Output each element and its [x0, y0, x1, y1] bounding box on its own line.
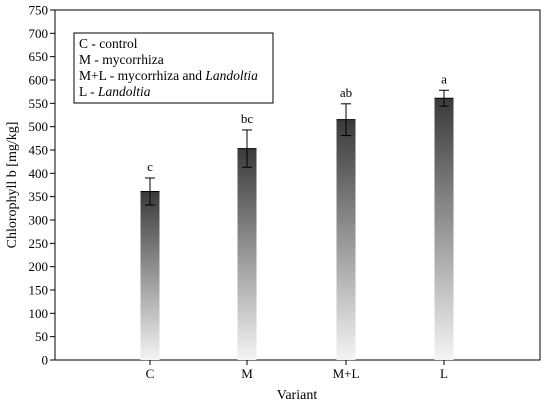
x-tick-label: M+L — [333, 366, 360, 381]
significance-labels: c bc ab a — [147, 71, 447, 174]
y-tick-label: 0 — [42, 353, 49, 368]
bar — [434, 98, 454, 360]
legend-item-c: C - control — [79, 36, 138, 51]
bar-series — [140, 98, 454, 361]
plot-frame — [54, 9, 541, 361]
y-tick-label: 200 — [29, 259, 49, 274]
bar — [336, 119, 356, 361]
y-tick-label: 250 — [29, 236, 49, 251]
y-tick-label: 50 — [35, 329, 48, 344]
x-tick-label: L — [440, 366, 448, 381]
x-axis-title: Variant — [277, 388, 318, 403]
y-tick-label: 300 — [29, 213, 49, 228]
error-bars — [140, 89, 454, 206]
y-axis: 0 50 100 150 200 250 300 350 400 450 500 550 600 650 7… — [29, 3, 55, 368]
bar — [140, 191, 160, 360]
significance-label: c — [147, 159, 153, 174]
y-tick-label: 400 — [29, 166, 49, 181]
y-tick-label: 750 — [29, 3, 49, 18]
y-tick-label: 650 — [29, 49, 49, 64]
significance-label: ab — [340, 85, 352, 100]
bar — [237, 148, 257, 360]
x-tick-label: M — [241, 366, 253, 381]
significance-label: bc — [241, 111, 254, 126]
legend-box — [73, 32, 274, 104]
y-tick-label: 450 — [29, 143, 49, 158]
y-tick-label: 700 — [29, 26, 49, 41]
y-axis-title: Chlorophyll b [mg/kg] — [5, 122, 20, 249]
legend-item-m: M - mycorrhiza — [79, 52, 164, 67]
y-tick-label: 550 — [29, 96, 49, 111]
significance-label: a — [441, 71, 447, 86]
y-tick-label: 350 — [29, 189, 49, 204]
legend: C - control M - mycorrhiza M+L - mycorrh… — [73, 32, 274, 104]
y-tick-label: 100 — [29, 306, 49, 321]
y-tick-label: 600 — [29, 73, 49, 88]
y-tick-label: 150 — [29, 283, 49, 298]
x-tick-label: C — [146, 366, 155, 381]
x-axis: C M M+L L — [146, 360, 448, 381]
legend-item-ml: M+L - mycorrhiza and Landoltia — [79, 68, 258, 83]
legend-item-l: L - Landoltia — [79, 84, 151, 99]
y-tick-label: 500 — [29, 119, 49, 134]
